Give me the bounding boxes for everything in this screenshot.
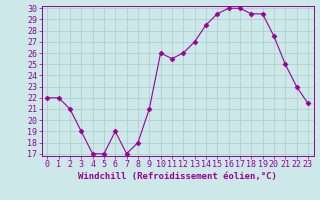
X-axis label: Windchill (Refroidissement éolien,°C): Windchill (Refroidissement éolien,°C) xyxy=(78,172,277,181)
